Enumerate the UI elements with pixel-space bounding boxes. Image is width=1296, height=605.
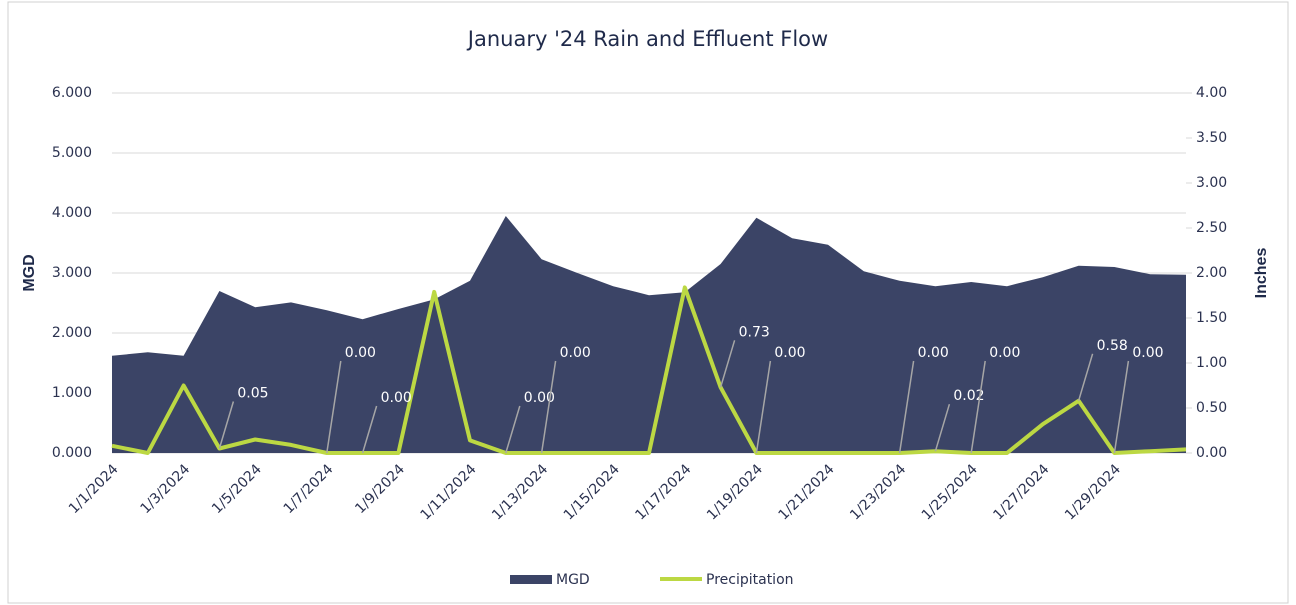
precipitation-line (111, 285, 1187, 455)
y-tick-label: 3.000 (52, 265, 92, 281)
y2-axis-title: Inches (1253, 248, 1270, 299)
leader-line (970, 360, 986, 454)
leader-line (540, 360, 557, 454)
leader-line (898, 360, 915, 454)
y2-tick-label: 0.50 (1196, 400, 1227, 416)
legend-label: MGD (556, 572, 590, 588)
y2-tick-label: 2.00 (1196, 265, 1227, 281)
y-axis-title: MGD (21, 254, 38, 291)
y2-tick-label: 3.50 (1196, 130, 1227, 146)
data-label: 0.58 (1097, 338, 1128, 354)
y-tick-label: 1.000 (52, 385, 92, 401)
leader-line (218, 401, 235, 449)
data-label: 0.00 (774, 345, 805, 361)
y2-tick-label: 4.00 (1196, 85, 1227, 101)
data-label: 0.73 (739, 324, 770, 340)
data-label: 0.00 (560, 345, 591, 361)
chart-title: January '24 Rain and Effluent Flow (466, 27, 828, 51)
data-label: 0.00 (524, 390, 555, 406)
leader-line (361, 405, 378, 454)
y-tick-label: 0.000 (52, 445, 92, 461)
data-label: 0.00 (345, 345, 376, 361)
data-label: 0.05 (237, 386, 268, 402)
y2-tick-label: 3.00 (1196, 175, 1227, 191)
y-tick-label: 6.000 (52, 85, 92, 101)
leader-line (755, 360, 772, 454)
data-label: 0.00 (381, 390, 412, 406)
data-label: 0.00 (989, 345, 1020, 361)
legend-label: Precipitation (706, 572, 794, 588)
leader-line (934, 403, 951, 452)
y-tick-label: 4.000 (52, 205, 92, 221)
leader-line (1077, 353, 1094, 402)
mgd-area (112, 216, 1186, 453)
leader-line (1113, 360, 1130, 454)
y-tick-label: 5.000 (52, 145, 92, 161)
data-label: 0.00 (918, 345, 949, 361)
y2-tick-label: 1.50 (1196, 310, 1227, 326)
leader-line (505, 405, 521, 454)
y2-tick-label: 1.00 (1196, 355, 1227, 371)
leader-line (326, 360, 342, 454)
y2-tick-label: 0.00 (1196, 445, 1227, 461)
data-label: 0.02 (953, 388, 984, 404)
leader-line (719, 340, 736, 388)
legend-swatch (510, 575, 552, 584)
y-tick-label: 2.000 (52, 325, 92, 341)
data-label: 0.00 (1132, 345, 1163, 361)
y2-tick-label: 2.50 (1196, 220, 1227, 236)
